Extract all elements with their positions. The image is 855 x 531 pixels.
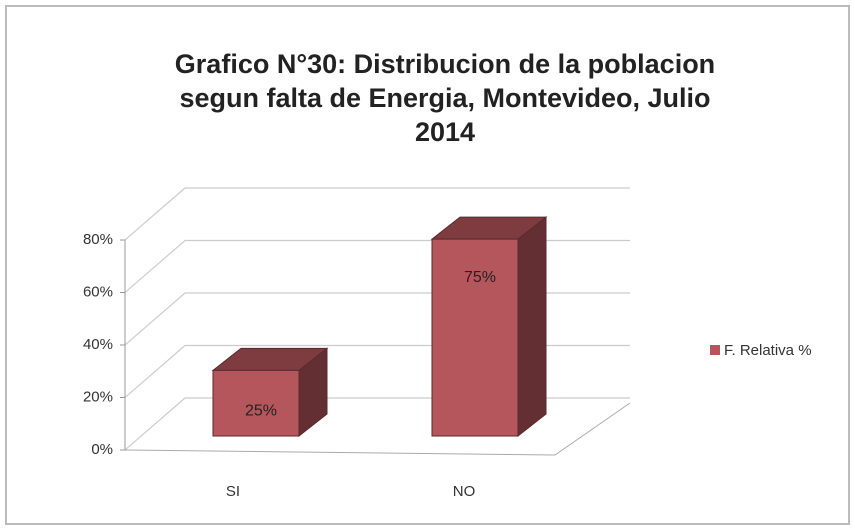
x-tick-label: NO <box>453 483 476 500</box>
chart-title: segun falta de Energia, Montevideo, Juli… <box>179 83 710 113</box>
floor-edge <box>124 402 631 456</box>
data-label: 75% <box>464 269 496 286</box>
y-tick-label: 40% <box>83 336 113 353</box>
bar <box>212 369 300 437</box>
chart-title: Grafico N°30: Distribucion de la poblaci… <box>175 49 715 79</box>
bar <box>431 238 519 437</box>
bar-side <box>517 216 547 438</box>
legend-label: F. Relativa % <box>724 342 812 359</box>
x-tick-label: SI <box>226 483 240 500</box>
y-tick-label: 0% <box>91 441 113 458</box>
grid-line <box>124 187 630 241</box>
chart-frame <box>5 5 850 525</box>
data-label: 25% <box>245 402 277 419</box>
y-tick-label: 60% <box>83 283 113 300</box>
y-tick-label: 80% <box>83 231 113 248</box>
y-tick-label: 20% <box>83 388 113 405</box>
chart-title: 2014 <box>415 117 475 147</box>
legend-swatch <box>710 345 720 355</box>
